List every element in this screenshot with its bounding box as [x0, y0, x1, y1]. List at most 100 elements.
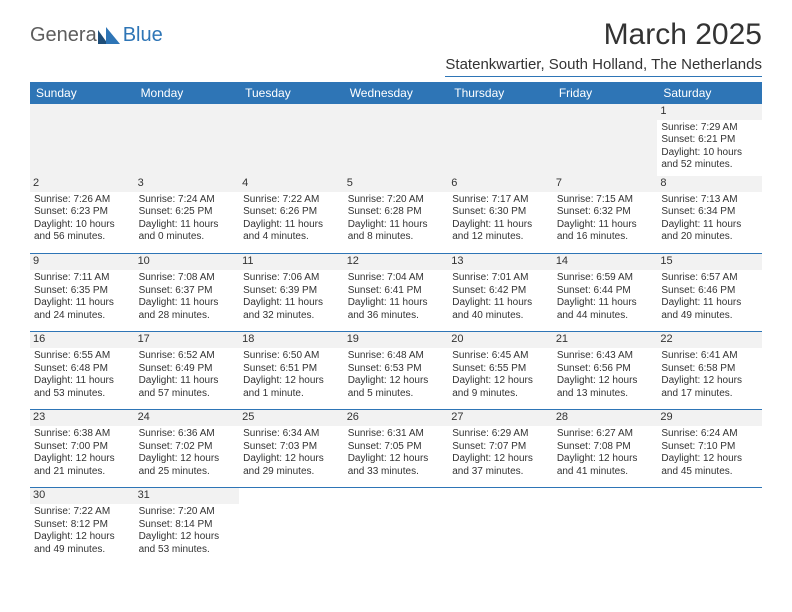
day-number: 15 — [657, 254, 762, 270]
day-number: 16 — [30, 332, 135, 348]
day-number: 27 — [448, 410, 553, 426]
sunrise-text: Sunrise: 6:43 AM — [557, 350, 654, 363]
daylight-text: Daylight: 12 hours and 13 minutes. — [557, 375, 654, 400]
sunset-text: Sunset: 7:05 PM — [348, 441, 445, 454]
sunset-text: Sunset: 6:42 PM — [452, 285, 549, 298]
day-number: 26 — [344, 410, 449, 426]
calendar-row: 9Sunrise: 7:11 AMSunset: 6:35 PMDaylight… — [30, 254, 762, 332]
calendar-cell: 27Sunrise: 6:29 AMSunset: 7:07 PMDayligh… — [448, 410, 553, 488]
sunrise-text: Sunrise: 6:38 AM — [34, 428, 131, 441]
sunrise-text: Sunrise: 7:29 AM — [661, 122, 758, 135]
sunrise-text: Sunrise: 7:17 AM — [452, 194, 549, 207]
daylight-text: Daylight: 12 hours and 9 minutes. — [452, 375, 549, 400]
calendar-cell — [344, 104, 449, 176]
sunrise-text: Sunrise: 6:27 AM — [557, 428, 654, 441]
day-number: 2 — [30, 176, 135, 192]
sunrise-text: Sunrise: 7:11 AM — [34, 272, 131, 285]
daylight-text: Daylight: 11 hours and 36 minutes. — [348, 297, 445, 322]
day-number: 9 — [30, 254, 135, 270]
calendar-row: 2 Sunrise: 7:26 AMSunset: 6:23 PM Daylight… — [30, 176, 762, 254]
calendar-cell: 31Sunrise: 7:20 AMSunset: 8:14 PMDayligh… — [135, 488, 240, 566]
sunrise-text: Sunrise: 6:36 AM — [139, 428, 236, 441]
sunrise-text: Sunrise: 7:22 AM — [34, 506, 131, 519]
day-number: 30 — [30, 488, 135, 504]
day-number: 11 — [239, 254, 344, 270]
daylight-text: Daylight: 11 hours and 0 minutes. — [139, 219, 236, 244]
day-number: 28 — [553, 410, 658, 426]
dayname-wed: Wednesday — [344, 82, 449, 104]
calendar-cell: 3Sunrise: 7:24 AMSunset: 6:25 PMDaylight… — [135, 176, 240, 254]
day-number: 10 — [135, 254, 240, 270]
sunset-text: Sunset: 6:44 PM — [557, 285, 654, 298]
sunset-text: Sunset: 6:28 PM — [348, 206, 445, 219]
day-number: 5 — [344, 176, 449, 192]
calendar-cell: 18Sunrise: 6:50 AMSunset: 6:51 PMDayligh… — [239, 332, 344, 410]
page-subtitle: Statenkwartier, South Holland, The Nethe… — [445, 56, 762, 77]
calendar-cell — [553, 488, 658, 566]
sunrise-text: Sunrise: 7:26 AM — [34, 194, 131, 207]
day-number: 1 — [657, 104, 762, 120]
calendar-cell: 12Sunrise: 7:04 AMSunset: 6:41 PMDayligh… — [344, 254, 449, 332]
calendar-cell: 14 Sunrise: 6:59 AMSunset: 6:44 PMDayligh… — [553, 254, 658, 332]
calendar-cell: 8Sunrise: 7:13 AMSunset: 6:34 PMDaylight… — [657, 176, 762, 254]
sunset-text: Sunset: 6:39 PM — [243, 285, 340, 298]
daylight-text: Daylight: 11 hours and 4 minutes. — [243, 219, 340, 244]
sunrise-text: Sunrise: 6:59 AM — [557, 272, 654, 285]
calendar-cell — [239, 104, 344, 176]
calendar-cell — [135, 104, 240, 176]
sunset-text: Sunset: 6:25 PM — [139, 206, 236, 219]
day-number: 6 — [448, 176, 553, 192]
calendar-cell — [448, 488, 553, 566]
sunrise-text: Sunrise: 6:41 AM — [661, 350, 758, 363]
daylight-text: Daylight: 11 hours and 53 minutes. — [34, 375, 131, 400]
daylight-text: Daylight: 11 hours and 20 minutes. — [661, 219, 758, 244]
calendar-cell: 16 Sunrise: 6:55 AMSunset: 6:48 PMDayligh… — [30, 332, 135, 410]
calendar-cell: 17Sunrise: 6:52 AMSunset: 6:49 PMDayligh… — [135, 332, 240, 410]
sunset-text: Sunset: 7:00 PM — [34, 441, 131, 454]
day-number: 4 — [239, 176, 344, 192]
day-number: 22 — [657, 332, 762, 348]
day-number: 29 — [657, 410, 762, 426]
day-number: 14 — [553, 254, 658, 270]
dayname-sun: Sunday — [30, 82, 135, 104]
calendar-cell: 9 Sunrise: 7:11 AMSunset: 6:35 PMDaylight… — [30, 254, 135, 332]
daylight-text: Daylight: 11 hours and 49 minutes. — [661, 297, 758, 322]
sunset-text: Sunset: 7:07 PM — [452, 441, 549, 454]
calendar-row: 1Sunrise: 7:29 AMSunset: 6:21 PMDaylight… — [30, 104, 762, 176]
sunset-text: Sunset: 6:55 PM — [452, 363, 549, 376]
sunset-text: Sunset: 6:51 PM — [243, 363, 340, 376]
daylight-text: Daylight: 11 hours and 44 minutes. — [557, 297, 654, 322]
calendar-cell — [30, 104, 135, 176]
daylight-text: Daylight: 11 hours and 32 minutes. — [243, 297, 340, 322]
sunset-text: Sunset: 6:53 PM — [348, 363, 445, 376]
sunrise-text: Sunrise: 6:48 AM — [348, 350, 445, 363]
sunset-text: Sunset: 6:37 PM — [139, 285, 236, 298]
sunrise-text: Sunrise: 6:55 AM — [34, 350, 131, 363]
sunrise-text: Sunrise: 6:31 AM — [348, 428, 445, 441]
daylight-text: Daylight: 12 hours and 5 minutes. — [348, 375, 445, 400]
sunset-text: Sunset: 6:48 PM — [34, 363, 131, 376]
logo-gray: Genera — [30, 24, 97, 47]
day-number: 31 — [135, 488, 240, 504]
sunset-text: Sunset: 7:08 PM — [557, 441, 654, 454]
dayname-sat: Saturday — [657, 82, 762, 104]
calendar-cell — [344, 488, 449, 566]
calendar-cell: 28Sunrise: 6:27 AMSunset: 7:08 PMDayligh… — [553, 410, 658, 488]
page-title: March 2025 — [445, 18, 762, 52]
daylight-text: Daylight: 12 hours and 25 minutes. — [139, 453, 236, 478]
sunrise-text: Sunrise: 7:13 AM — [661, 194, 758, 207]
logo-icon — [97, 27, 121, 45]
sunset-text: Sunset: 6:35 PM — [34, 285, 131, 298]
sunset-text: Sunset: 6:23 PM — [34, 206, 131, 219]
sunrise-text: Sunrise: 6:50 AM — [243, 350, 340, 363]
calendar-cell: 6Sunrise: 7:17 AMSunset: 6:30 PMDaylight… — [448, 176, 553, 254]
calendar-table: Sunday Monday Tuesday Wednesday Thursday… — [30, 82, 762, 566]
daylight-text: Daylight: 12 hours and 45 minutes. — [661, 453, 758, 478]
daylight-text: Daylight: 12 hours and 53 minutes. — [139, 531, 236, 556]
calendar-cell: 30Sunrise: 7:22 AMSunset: 8:12 PMDayligh… — [30, 488, 135, 566]
sunrise-text: Sunrise: 7:01 AM — [452, 272, 549, 285]
daylight-text: Daylight: 11 hours and 24 minutes. — [34, 297, 131, 322]
sunset-text: Sunset: 7:02 PM — [139, 441, 236, 454]
sunrise-text: Sunrise: 6:34 AM — [243, 428, 340, 441]
day-number: 20 — [448, 332, 553, 348]
